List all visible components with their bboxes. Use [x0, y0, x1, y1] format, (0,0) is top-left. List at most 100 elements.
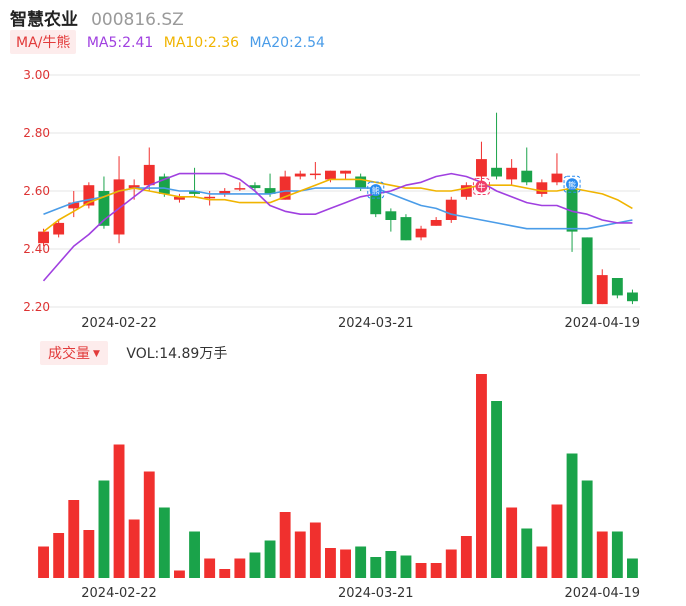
candle-body — [174, 196, 185, 200]
candle-body — [204, 196, 216, 199]
volume-bar — [249, 552, 261, 578]
candle — [234, 182, 246, 191]
volume-bar — [98, 480, 110, 578]
candle-body — [566, 188, 578, 232]
candle-body — [128, 185, 140, 189]
volume-bar — [53, 533, 65, 578]
candle — [249, 182, 261, 191]
volume-bar — [309, 522, 321, 578]
candle — [83, 182, 95, 209]
x-tick-label: 2024-04-19 — [564, 316, 640, 331]
volume-bar — [68, 500, 80, 578]
ma20-value: MA20:2.54 — [249, 35, 325, 51]
y-tick-label: 2.40 — [23, 242, 50, 256]
candle-body — [521, 170, 533, 183]
badge-frame — [367, 181, 385, 199]
volume-bar — [174, 570, 185, 578]
candle-body — [98, 191, 110, 226]
volume-bar — [204, 558, 216, 578]
candle — [340, 170, 351, 180]
x-tick-label: 2024-04-19 — [564, 586, 640, 601]
candle — [596, 269, 608, 305]
ma20-line — [43, 187, 633, 230]
volume-bar — [596, 531, 608, 578]
volume-value: VOL:14.89万手 — [126, 346, 228, 362]
y-tick-label: 2.60 — [23, 184, 50, 198]
candle-body — [68, 202, 80, 209]
candle — [325, 170, 336, 183]
x-tick-label: 2024-03-21 — [338, 586, 414, 601]
candle-body — [445, 199, 457, 220]
volume-bars — [38, 374, 638, 578]
candle — [445, 196, 457, 223]
ma-mode-tag[interactable]: MA/牛熊 — [10, 30, 77, 54]
candle — [400, 214, 412, 241]
volume-date-axis: 2024-02-22 2024-03-21 2024-04-19 — [81, 586, 640, 601]
candle — [460, 182, 472, 200]
candle — [113, 156, 125, 244]
candle — [68, 191, 80, 218]
volume-bar — [234, 558, 246, 578]
ma10-line — [43, 178, 633, 233]
candle-body — [38, 231, 49, 244]
badge-frame — [472, 178, 490, 195]
volume-legend: 成交量 ▼ VOL:14.89万手 — [40, 341, 228, 365]
candle — [294, 170, 306, 180]
y-tick-label: 3.00 — [23, 68, 50, 82]
candle-body — [385, 211, 397, 220]
candle — [143, 147, 155, 191]
volume-bar — [340, 549, 351, 578]
volume-bar — [415, 563, 427, 578]
candle — [174, 193, 185, 203]
candle — [476, 141, 487, 183]
candle — [627, 289, 638, 305]
bull-signal-badge: 牛 — [472, 178, 490, 195]
volume-bar — [476, 374, 487, 578]
candle-body — [309, 173, 321, 176]
candle-body — [370, 191, 382, 215]
candle-body — [113, 179, 125, 235]
volume-bar — [294, 531, 306, 578]
bear-signal-badge: 熊 — [563, 175, 581, 193]
volume-bar — [38, 546, 49, 578]
badge-frame — [563, 175, 581, 193]
x-tick-label: 2024-02-22 — [81, 316, 157, 331]
volume-bar — [430, 563, 442, 578]
stock-header: 智慧农业 000816.SZ — [10, 5, 184, 30]
candle-body — [551, 173, 563, 183]
candle — [611, 278, 623, 299]
signal-badges: 熊牛熊 — [367, 175, 581, 199]
volume-bar — [128, 519, 140, 578]
volume-bar — [355, 546, 367, 578]
volume-bar — [536, 546, 548, 578]
candle — [566, 182, 578, 252]
volume-bar — [581, 480, 593, 578]
candle-body — [249, 185, 261, 189]
volume-bar — [83, 530, 95, 578]
candle-body — [400, 217, 412, 241]
volume-bar — [566, 453, 578, 578]
candle-body — [460, 185, 472, 197]
candle-body — [294, 173, 306, 177]
badge-dot — [475, 180, 488, 193]
volume-bar — [325, 548, 336, 578]
candle-body — [596, 275, 608, 305]
volume-bar — [113, 444, 125, 578]
volume-bar — [385, 551, 397, 578]
candle — [158, 173, 170, 197]
date-axis: 2024-02-22 2024-03-21 2024-04-19 — [81, 316, 640, 331]
candle — [506, 159, 518, 186]
badge-dot — [566, 178, 579, 191]
volume-bar — [551, 504, 563, 578]
candle-body — [219, 191, 231, 194]
volume-indicator-dropdown[interactable]: 成交量 ▼ — [40, 341, 108, 365]
candle — [581, 237, 593, 305]
stock-name: 智慧农业 — [10, 10, 78, 30]
candle-body — [581, 237, 593, 305]
volume-bar — [189, 531, 200, 578]
candle-body — [143, 164, 155, 186]
volume-tag-label: 成交量 — [48, 346, 90, 362]
y-tick-label: 2.20 — [23, 300, 50, 314]
candle — [536, 179, 548, 197]
